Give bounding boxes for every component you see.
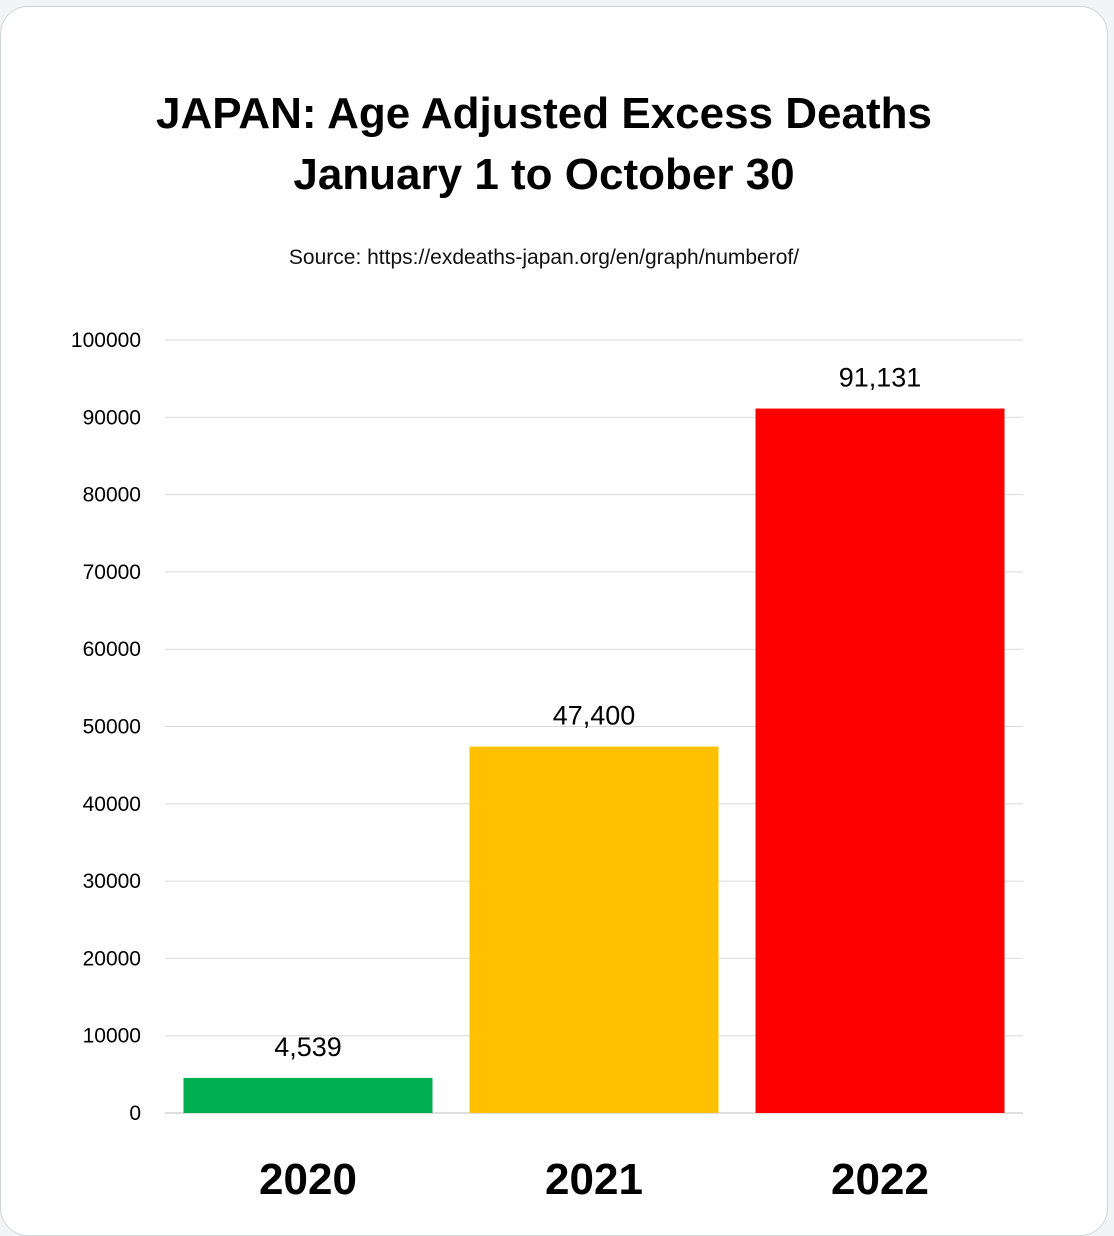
bar-2020 [183,1077,433,1113]
y-tick-label: 100000 [71,329,141,352]
chart-source: Source: https://exdeaths-japan.org/en/gr… [288,246,800,269]
bar-2022 [755,408,1005,1113]
y-tick-label: 0 [129,1102,141,1125]
y-tick-label: 20000 [83,947,141,970]
chart-title-line-1: JAPAN: Age Adjusted Excess Deaths [156,89,932,138]
y-tick-label: 30000 [83,870,141,893]
chart-title-line-2: January 1 to October 30 [293,150,795,199]
x-category-label: 2021 [545,1155,643,1204]
y-tick-label: 10000 [83,1025,141,1048]
data-label-2020: 4,539 [274,1032,342,1062]
bar-2021 [469,746,719,1113]
y-tick-label: 70000 [83,561,141,584]
data-label-2021: 47,400 [553,701,636,731]
data-label-2022: 91,131 [839,363,922,393]
x-category-label: 2022 [831,1155,929,1204]
y-tick-label: 90000 [83,406,141,429]
y-tick-label: 50000 [83,716,141,739]
x-category-label: 2020 [259,1155,357,1204]
y-tick-label: 80000 [83,484,141,507]
y-tick-label: 40000 [83,793,141,816]
y-tick-label: 60000 [83,638,141,661]
